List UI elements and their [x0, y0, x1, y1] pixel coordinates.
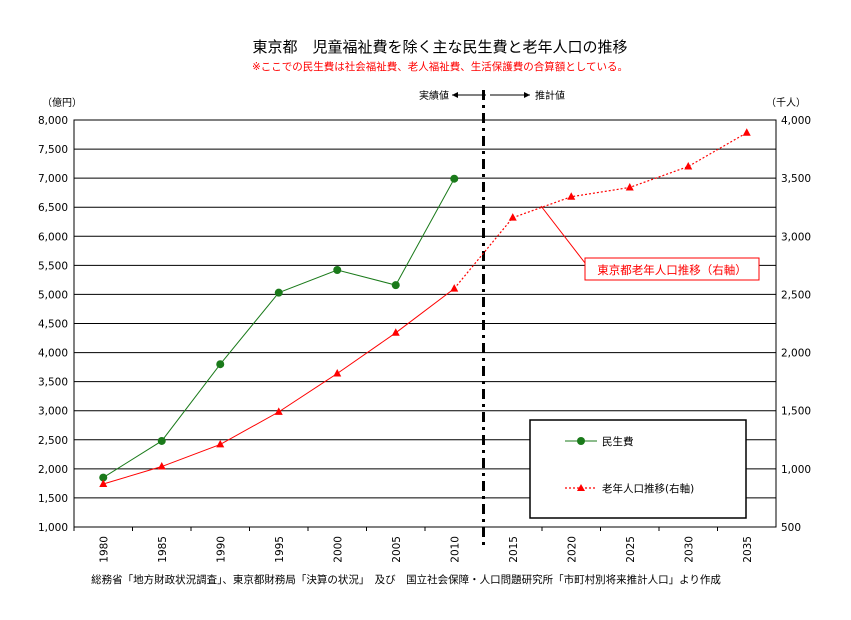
left-tick-label: 5,000	[38, 289, 68, 301]
x-tick-label: 2000	[332, 536, 344, 563]
x-tick-label: 1980	[98, 536, 110, 563]
right-tick-label: 3,500	[781, 173, 811, 185]
projected-label: 推計値	[535, 89, 565, 102]
elderly-point	[567, 192, 576, 200]
welfare-point	[450, 174, 459, 183]
welfare-point	[157, 436, 166, 445]
right-tick-label: 3,000	[781, 231, 811, 243]
elderly-point	[508, 213, 517, 221]
right-tick-label: 4,000	[781, 115, 811, 127]
right-tick-label: 2,500	[781, 289, 811, 301]
callout: 東京都老年人口推移（右軸）	[540, 205, 760, 281]
callout-box	[584, 257, 760, 281]
x-tick-label: 1995	[274, 536, 286, 563]
welfare-point	[333, 266, 342, 275]
series-elderly	[99, 128, 751, 487]
x-tick-label: 2025	[625, 536, 637, 563]
left-tick-label: 4,500	[38, 319, 68, 331]
x-axis-ticks: 1980 1985 1990 1995 2000 2005 2010 2015 2020 2025…	[73, 527, 754, 563]
welfare-point	[274, 288, 283, 297]
right-tick-label: 1,000	[781, 464, 811, 476]
elderly-point	[333, 369, 342, 377]
elderly-line-projected	[453, 132, 748, 289]
legend-welfare-label: 民生費	[602, 435, 634, 448]
left-tick-label: 4,000	[38, 348, 68, 360]
x-tick-label: 2005	[391, 536, 403, 563]
actual-arrowhead	[452, 92, 458, 98]
right-tick-label: 2,000	[781, 348, 811, 360]
left-axis-ticks: 1,000 1,500 2,000 2,500 3,000 3,500 4,000 4,500…	[38, 115, 68, 534]
right-axis-ticks: 500 1,000 1,500 2,000 2,500 3,000 3,500 4,000	[781, 115, 811, 534]
left-tick-label: 8,000	[38, 115, 68, 127]
legend-elderly-marker	[577, 484, 585, 491]
left-tick-label: 6,000	[38, 231, 68, 243]
welfare-point	[216, 360, 225, 369]
elderly-point	[742, 128, 751, 136]
elderly-point	[625, 182, 634, 191]
left-tick-label: 2,500	[38, 435, 68, 447]
source-note: 総務省「地方財政状況調査」、東京都財務局「決算の状況」 及び 国立社会保障・人口…	[91, 573, 721, 586]
right-axis-unit: （千人）	[766, 97, 806, 109]
left-tick-label: 1,500	[38, 493, 68, 505]
right-tick-label: 500	[781, 522, 801, 534]
welfare-point	[391, 281, 400, 290]
legend: 民生費 老年人口推移(右軸)	[529, 419, 747, 519]
legend-welfare-marker	[577, 437, 585, 445]
callout-leader	[540, 205, 586, 264]
actual-label: 実績値	[419, 89, 449, 102]
callout-text: 東京都老年人口推移（右軸）	[597, 263, 747, 277]
elderly-point	[684, 162, 693, 170]
left-tick-label: 7,500	[38, 144, 68, 156]
left-tick-label: 3,500	[38, 377, 68, 389]
chart-subtitle: ※ここでの民生費は社会福祉費、老人福祉費、生活保護費の合算額としている。	[252, 60, 628, 73]
x-tick-label: 1990	[215, 536, 227, 563]
x-tick-label: 2030	[683, 536, 695, 563]
right-tick-label: 1,500	[781, 406, 811, 418]
chart-title: 東京都 児童福祉費を除く主な民生費と老年人口の推移	[252, 38, 627, 56]
left-tick-label: 7,000	[38, 173, 68, 185]
elderly-point	[99, 479, 108, 487]
left-tick-label: 2,000	[38, 464, 68, 476]
welfare-point	[99, 473, 108, 482]
legend-elderly-label: 老年人口推移(右軸)	[602, 482, 694, 495]
elderly-line-actual	[103, 288, 455, 485]
x-tick-label: 2020	[566, 536, 578, 563]
elderly-point	[216, 439, 225, 448]
left-tick-label: 3,000	[38, 406, 68, 418]
elderly-point	[274, 407, 283, 415]
x-tick-label: 2035	[742, 536, 754, 563]
plot-frame	[73, 119, 777, 528]
x-tick-label: 2015	[508, 536, 520, 563]
grid	[74, 148, 776, 499]
elderly-point	[450, 284, 459, 292]
left-tick-label: 6,500	[38, 202, 68, 214]
x-tick-label: 1985	[157, 536, 169, 563]
phase-arrows	[452, 92, 530, 98]
legend-box	[529, 419, 747, 519]
series-welfare	[99, 174, 459, 482]
left-axis-unit: （億円）	[42, 96, 82, 109]
left-tick-label: 1,000	[38, 522, 68, 534]
elderly-point	[391, 328, 400, 336]
x-tick-label: 2010	[449, 536, 461, 563]
elderly-point	[157, 462, 166, 470]
projected-arrowhead	[524, 92, 530, 98]
left-tick-label: 5,500	[38, 260, 68, 272]
